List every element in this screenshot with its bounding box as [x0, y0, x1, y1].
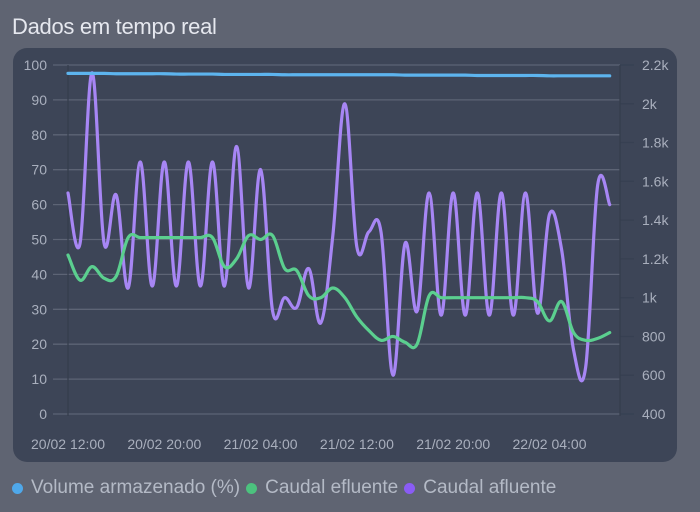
x-tick-label: 20/02 20:00 [127, 436, 201, 452]
y-left-tick-label: 30 [31, 301, 47, 317]
y-right-tick-label: 1.6k [642, 173, 669, 189]
afluente-line[interactable] [66, 71, 612, 383]
x-tick-label: 21/02 12:00 [320, 436, 394, 452]
y-left-tick-label: 60 [31, 197, 47, 213]
y-right-tick-label: 1.2k [642, 251, 669, 267]
line-chart: 0 10 20 30 40 50 60 70 80 90 100 400 600 800 1k 1.2k 1.4… [24, 57, 670, 452]
y-right-tick-label: 600 [642, 367, 666, 383]
y-right-tick-label: 2.2k [642, 57, 669, 73]
y-right-tick-label: 1.8k [642, 135, 669, 151]
y-right-tick-label: 400 [642, 406, 666, 422]
volume-dot-icon [12, 482, 23, 494]
y-left-tick-label: 40 [31, 266, 47, 282]
efluente-line[interactable] [66, 232, 612, 350]
y-left-tick-label: 20 [31, 336, 47, 352]
y-left-tick-label: 50 [31, 232, 47, 248]
x-tick-label: 22/02 04:00 [513, 436, 587, 452]
legend-item-caudal-afluente[interactable]: Caudal afluente [404, 477, 556, 499]
chart-legend: Volume armazenado (%) Caudal efluente Ca… [12, 476, 558, 500]
y-left-tick-label: 100 [24, 57, 48, 73]
legend-item-caudal-efluente[interactable]: Caudal efluente [246, 477, 398, 499]
y-left-tick-label: 10 [31, 371, 47, 387]
page-title: Dados em tempo real [12, 14, 217, 39]
legend-label-efluente: Caudal efluente [265, 477, 399, 498]
y-left-tick-label: 90 [31, 92, 47, 108]
y-right-tick-label: 800 [642, 328, 666, 344]
y-left-tick-label: 0 [39, 406, 47, 422]
x-tick-label: 21/02 20:00 [416, 436, 490, 452]
x-tick-label: 20/02 12:00 [31, 436, 105, 452]
y-left-tick-label: 80 [31, 127, 47, 143]
afluente-dot-icon [404, 482, 416, 494]
legend-label-volume: Volume armazenado (%) [31, 477, 241, 498]
y-right-tick-label: 2k [642, 96, 658, 112]
y-right-tick-label: 1k [642, 290, 658, 306]
y-left-tick-label: 70 [31, 162, 47, 178]
x-tick-label: 21/02 04:00 [224, 436, 298, 452]
legend-item-volume[interactable]: Volume armazenado (%) [12, 477, 240, 499]
legend-label-afluente: Caudal afluente [423, 477, 557, 498]
efluente-dot-icon [246, 482, 258, 494]
y-right-tick-label: 1.4k [642, 212, 669, 228]
volume-line[interactable] [66, 71, 612, 78]
